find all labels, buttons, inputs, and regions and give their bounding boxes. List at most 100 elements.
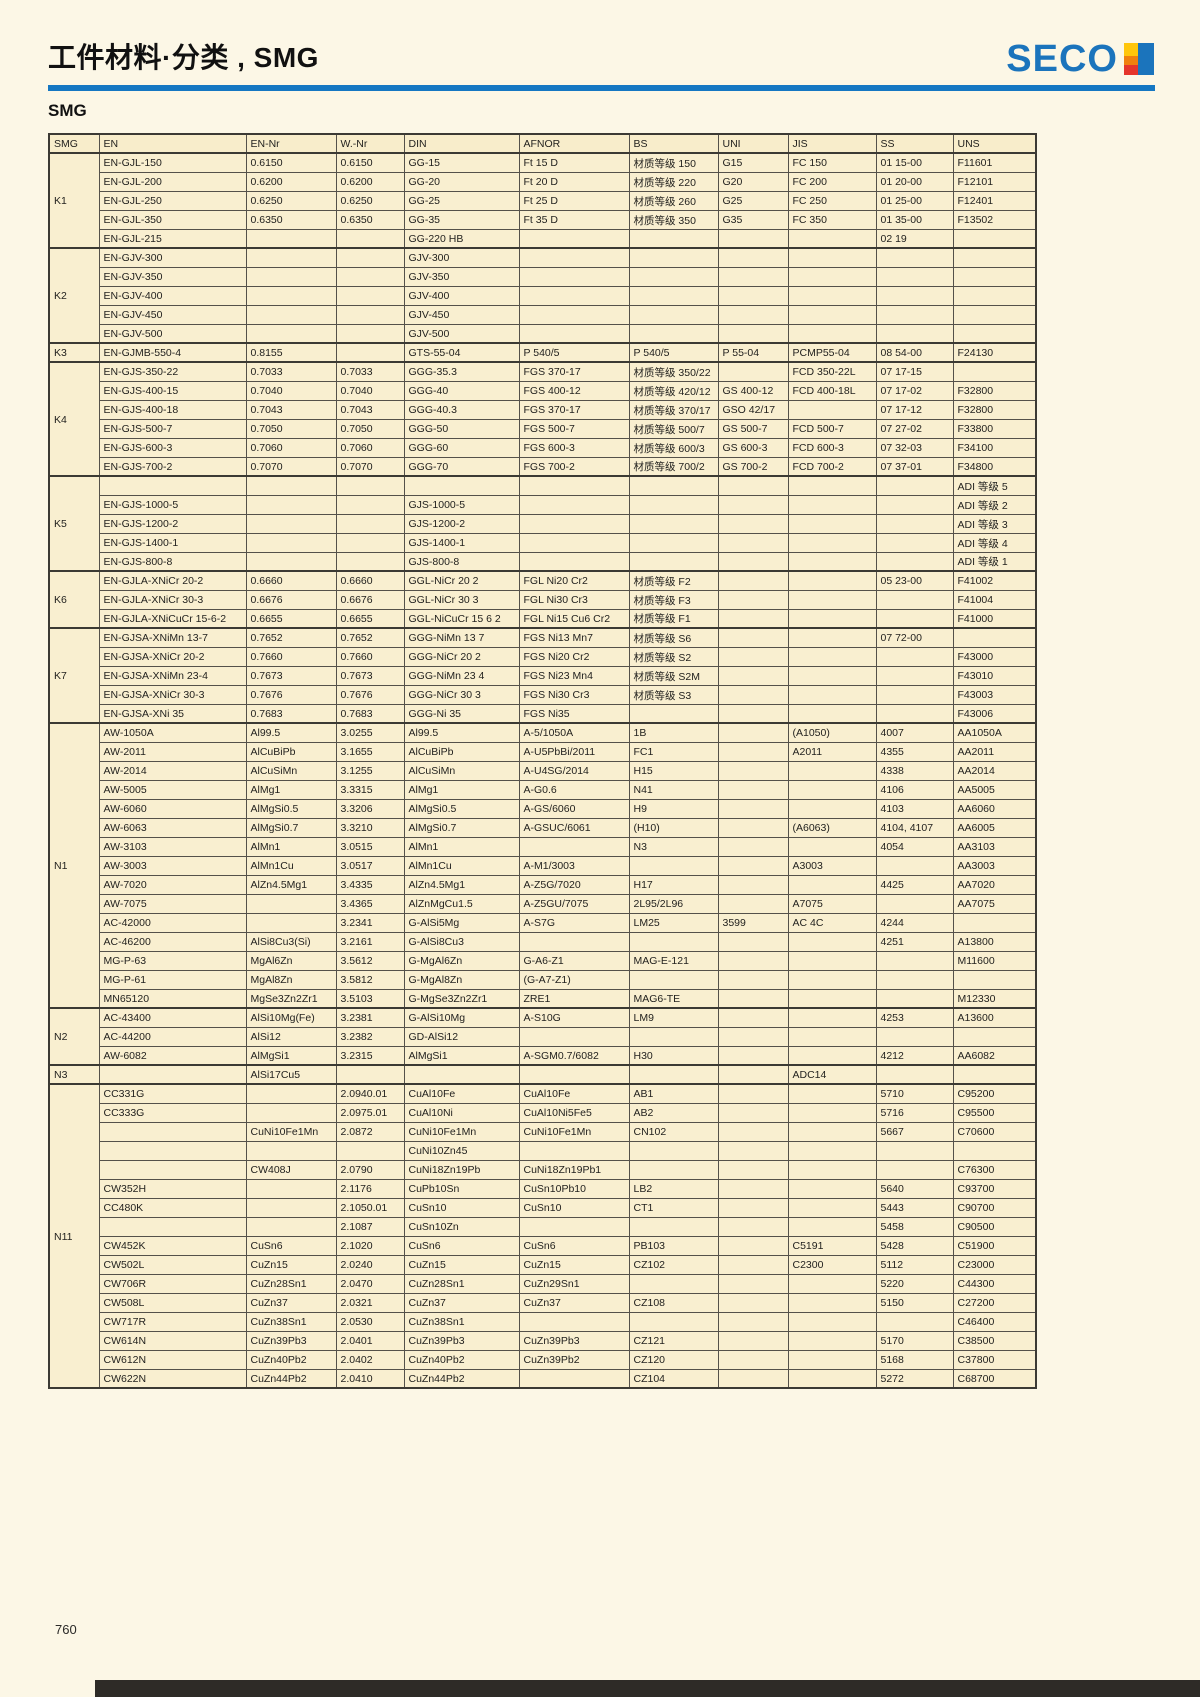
table-cell: 08 54-00 [875,342,954,363]
table-cell [717,1273,789,1294]
table-cell: GGG-50 [403,418,520,439]
table-cell [717,285,789,306]
table-cell: EN-GJV-300 [98,247,247,268]
column-header-din: DIN [403,133,520,154]
table-cell [717,532,789,553]
table-cell: CuZn44Pb2 [245,1368,337,1389]
table-cell: C38500 [952,1330,1037,1351]
table-cell: H30 [628,1045,719,1066]
table-cell: 3.4335 [335,874,405,895]
table-cell: 3.3315 [335,779,405,800]
table-cell [952,1140,1037,1161]
table-cell [787,1083,877,1104]
table-cell: ZRE1 [518,988,630,1009]
table-cell: GG-20 [403,171,520,192]
table-cell: 2.0530 [335,1311,405,1332]
table-cell [787,532,877,553]
table-cell [245,1102,337,1123]
table-cell: F24130 [952,342,1037,363]
table-cell: PCMP55-04 [787,342,877,363]
table-cell: AW-7075 [98,893,247,914]
table-cell: (A1050) [787,722,877,743]
table-cell: CZ108 [628,1292,719,1313]
table-cell: 材质等级 S2 [628,646,719,667]
table-cell [518,1026,630,1047]
table-cell: 3.0515 [335,836,405,857]
table-cell [717,950,789,971]
table-cell [245,285,337,306]
table-cell [717,988,789,1009]
table-cell: 0.7060 [245,437,337,458]
table-cell [717,1197,789,1218]
table-cell: CZ120 [628,1349,719,1370]
table-cell [787,551,877,572]
table-cell [245,912,337,933]
table-row: EN-GJL-215 GG-220 HB 02 19 [49,228,1037,249]
table-cell [245,1083,337,1104]
table-cell: Ft 25 D [518,190,630,211]
table-cell: F33800 [952,418,1037,439]
table-cell [98,1216,247,1237]
table-cell: AW-6063 [98,817,247,838]
table-cell [717,1254,789,1275]
table-cell: CuNi18Zn19Pb1 [518,1159,630,1180]
table-row: CW508L CuZn37 2.0321 CuZn37 CuZn37 CZ108 5150 C… [49,1292,1037,1313]
table-cell: CuPb10Sn [403,1178,520,1199]
table-row: CW717R CuZn38Sn1 2.0530 CuZn38Sn1 C46400 [49,1311,1037,1332]
table-cell: ADI 等级 4 [952,532,1037,553]
table-cell: 0.6200 [245,171,337,192]
table-row: EN-GJS-400-15 0.7040 0.7040 GGG-40 FGS 400-1… [49,380,1037,401]
table-cell: 2.0470 [335,1273,405,1294]
table-row: N3 AlSi17Cu5 ADC14 [48,1064,1037,1085]
table-cell: 4007 [875,722,954,743]
table-cell [787,1330,877,1351]
table-cell: CuZn28Sn1 [245,1273,337,1294]
table-cell: CuNi10Fe1Mn [403,1121,520,1142]
table-cell [875,1311,954,1332]
table-cell [787,779,877,800]
table-cell [518,228,630,249]
table-cell: 0.6350 [245,209,337,230]
table-cell: 1B [628,722,719,743]
table-cell: 5220 [875,1273,954,1294]
table-cell: 3.1655 [335,741,405,762]
table-cell [518,266,630,287]
table-cell: CuZn15 [403,1254,520,1275]
table-row: EN-GJL-350 0.6350 0.6350 GG-35 Ft 35 D 材质等级 3… [49,209,1037,230]
table-cell [335,513,405,534]
table-cell [335,323,405,344]
table-cell [787,589,877,610]
table-cell: 3.3210 [335,817,405,838]
table-cell [98,1140,247,1161]
table-cell [518,513,630,534]
table-cell: EN-GJSA-XNiMn 23-4 [98,665,247,686]
table-cell [787,665,877,686]
table-cell [717,589,789,610]
table-cell: 材质等级 700/2 [628,456,719,477]
table-cell: AB2 [628,1102,719,1123]
table-cell: CW717R [98,1311,247,1332]
table-cell [335,342,405,363]
table-row: EN-GJSA-XNiMn 23-4 0.7673 0.7673 GGG-NiMn 2… [49,665,1037,686]
table-cell: 0.7652 [245,627,337,648]
table-cell: A-S10G [518,1007,630,1028]
table-cell: CuNi10Fe1Mn [245,1121,337,1142]
table-row: 2.1087 CuSn10Zn 5458 C90500 [49,1216,1037,1237]
table-cell: C46400 [952,1311,1037,1332]
table-cell: GJV-300 [403,247,520,268]
table-cell [875,855,954,876]
table-cell: 4425 [875,874,954,895]
table-cell: 2.1050.01 [335,1197,405,1218]
table-cell [717,703,789,724]
table-cell: 材质等级 370/17 [628,399,719,420]
table-cell: GTS-55-04 [403,342,520,363]
table-cell [628,1159,719,1180]
table-cell: CC331G [98,1083,247,1104]
table-row: EN-GJV-500 GJV-500 [49,323,1037,344]
table-row: EN-GJV-400 GJV-400 [49,285,1037,306]
table-cell: 0.7070 [335,456,405,477]
table-cell [717,969,789,990]
table-cell: A-U4SG/2014 [518,760,630,781]
table-cell [787,1026,877,1047]
table-cell: G15 [717,152,789,173]
